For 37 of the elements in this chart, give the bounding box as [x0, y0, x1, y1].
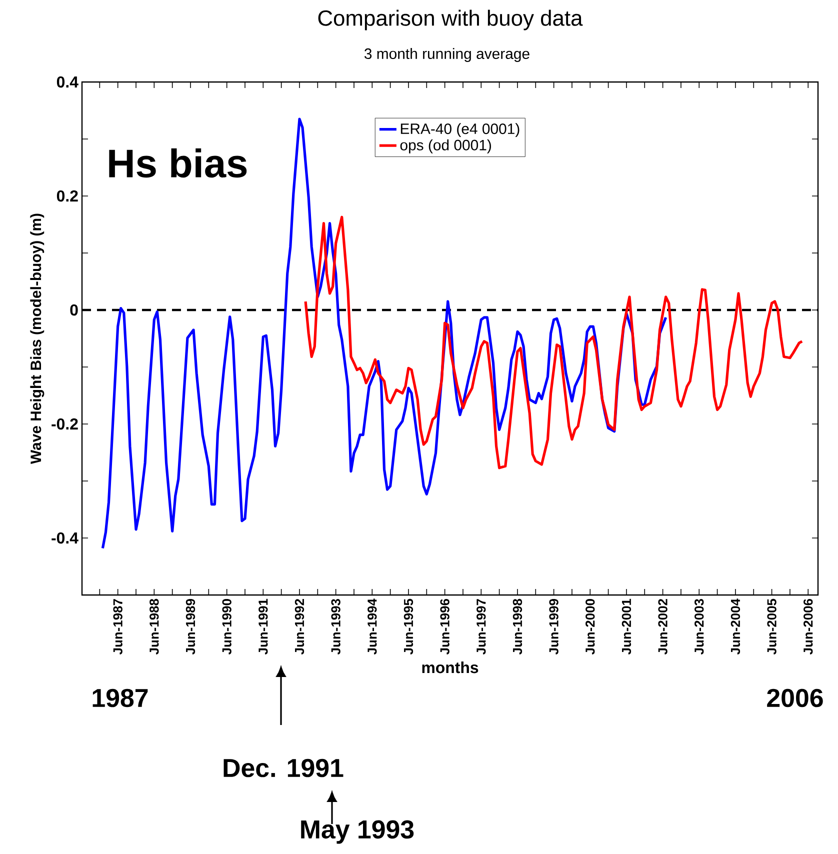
legend-label: ERA-40 (e4 0001)	[400, 123, 520, 138]
line-series	[304, 216, 804, 470]
x-tick-label: Jun-1989	[186, 599, 196, 654]
x-tick-label: Jun-1999	[549, 599, 558, 654]
x-tick-label: Jun-2003	[694, 598, 704, 654]
x-tick-label: Jun-1993	[331, 598, 340, 654]
chart-subtitle: 3 month running average	[364, 48, 530, 62]
x-tick-label: Jun-2000	[586, 599, 595, 654]
annotation: Hs bias	[109, 148, 247, 178]
x-tick-label: Jun-1991	[258, 598, 268, 654]
x-tick-label: Jun-2006	[804, 598, 813, 654]
text: May 1993	[301, 820, 414, 844]
y-tick-label: -0.4	[52, 532, 78, 544]
x-tick-label: Jun-1988	[150, 598, 159, 654]
x-axis-title: months	[422, 662, 478, 674]
x-tick-label: Jun-2001	[622, 598, 632, 654]
y-axis-title: Wave Height Bias (model-buoy) (m)	[30, 214, 44, 464]
x-tick-label: Jun-2005	[767, 598, 776, 654]
text: 2006	[767, 688, 823, 708]
chart-title: Comparison with buoy data	[318, 10, 583, 30]
x-tick-label: Jun-2002	[658, 599, 668, 654]
text: 1987	[92, 688, 148, 708]
legend-label: ops (od 0001)	[400, 139, 491, 154]
y-tick-label: 0.2	[56, 190, 78, 202]
x-tick-label: Jun-1990	[222, 599, 232, 654]
x-tick-label: Jun-1996	[440, 598, 450, 654]
x-tick-label: Jun-1998	[512, 598, 522, 654]
y-tick-label: 0	[70, 304, 78, 316]
x-tick-label: Jun-1987	[113, 599, 122, 654]
y-tick-label: -0.2	[52, 418, 78, 430]
x-tick-label: Jun-2004	[730, 598, 740, 654]
x-tick-label: Jun-1994	[368, 598, 377, 654]
x-tick-label: Jun-1995	[404, 598, 414, 654]
text: Dec. 1991	[224, 758, 344, 778]
x-tick-label: Jun-1997	[476, 599, 486, 654]
x-tick-label: Jun-1992	[294, 599, 304, 654]
y-tick-label: 0.4	[56, 76, 78, 88]
